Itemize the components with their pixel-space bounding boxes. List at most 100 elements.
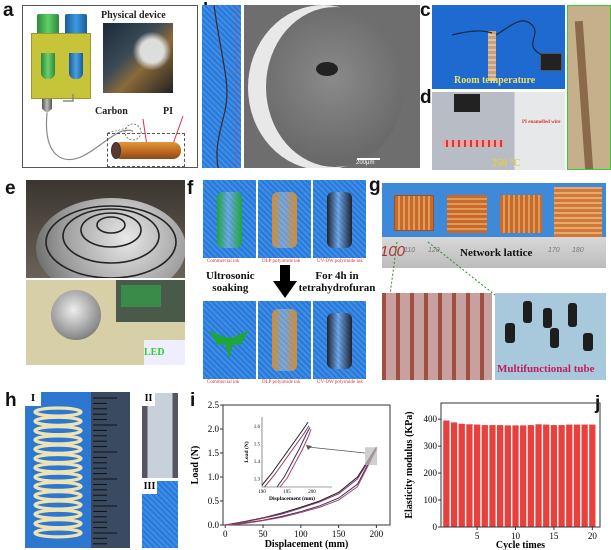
- spring-coil: [33, 424, 83, 437]
- panel-label-i: i: [190, 390, 196, 411]
- spring-coil: [33, 480, 83, 493]
- inset-x-label: Displacement (mm): [269, 495, 315, 502]
- bar: [589, 424, 596, 527]
- inset-y-tick-label: 1.5: [254, 442, 261, 447]
- tube-caption: UV-DW polyimide ink: [317, 259, 363, 264]
- temperature-label: 250 °C: [492, 158, 521, 169]
- bar: [450, 422, 458, 527]
- high-temperature-photo: PI enamelled wire 250 °C: [432, 92, 565, 170]
- x-axis-label: Cycle times: [496, 540, 545, 550]
- coaxial-fiber: [113, 142, 181, 159]
- spring-coil: [33, 406, 83, 418]
- inset-curve: [264, 425, 310, 488]
- lattice-sample-3: [500, 195, 542, 233]
- x-tick-label: 5: [475, 531, 480, 541]
- battery-box: [454, 94, 480, 112]
- y-tick-label: 1.5: [208, 448, 220, 458]
- ruler: [382, 237, 606, 268]
- zoom-dashed-lines: [389, 241, 496, 296]
- tube-caption: Commercial ink: [207, 259, 240, 264]
- y-tick-label: 2.0: [208, 424, 220, 434]
- ruler-tick-label: 110: [404, 247, 416, 254]
- zoom-dotted-box: [107, 133, 185, 167]
- fiber-on-fabric-photo: [202, 5, 241, 168]
- scale-bar-label: 200μm: [356, 160, 375, 166]
- spring-coil: [33, 527, 83, 539]
- panel-a-schematic: Physical device Carbon PI: [22, 5, 198, 168]
- spring-coil: [33, 462, 83, 474]
- tube: [327, 313, 352, 369]
- inset-arrow: [307, 446, 366, 454]
- thf-soaking-label: For 4h in tetrahydrofuran: [292, 270, 382, 294]
- bar: [535, 424, 542, 527]
- text-line: soaking: [212, 282, 249, 294]
- zoom-region-box: [365, 447, 378, 465]
- y-tick-label: 2.5: [208, 400, 220, 410]
- bar: [543, 424, 550, 527]
- spring-coil: [33, 471, 83, 483]
- tube-caption: Commercial ink: [207, 380, 240, 385]
- blue-barrel: [69, 53, 83, 79]
- room-temperature-label: Room temperature: [454, 75, 536, 86]
- pi-enamelled-wire-label: PI enamelled wire: [522, 120, 561, 125]
- panel-label-c: c: [420, 0, 431, 21]
- panel-label-f: f: [187, 178, 194, 199]
- panel-label-a: a: [3, 0, 14, 21]
- spring-coil: [33, 443, 83, 455]
- lattice-sample-1: [394, 195, 434, 231]
- power-supply: [116, 280, 185, 322]
- subpanel-label-III: III: [142, 481, 157, 494]
- load-displacement-chart: 0 50 100 150 200 0.0 0.5 1.0 1.5 2.0 2.5 Displaceme…: [190, 400, 391, 550]
- inset-y-tick-label: 1.6: [254, 425, 261, 430]
- tube: [209, 330, 249, 359]
- black-tube: [543, 308, 552, 328]
- bar: [520, 425, 527, 527]
- lattice-sample-2: [447, 195, 487, 233]
- down-arrow-shaft: [280, 265, 290, 281]
- text-line: Ultrosonic: [206, 270, 255, 282]
- green-syringe: [37, 14, 59, 38]
- small-dome: [51, 290, 101, 340]
- ultrasonic-soaking-label: Ultrosonic soaking: [206, 270, 255, 294]
- printed-spring: [33, 397, 117, 545]
- inset-x-tick-label: 190: [258, 490, 266, 495]
- bar: [581, 424, 588, 527]
- x-tick-label: 100: [294, 529, 308, 539]
- x-tick-label: 200: [370, 529, 384, 539]
- bar: [443, 420, 450, 527]
- tube-photo: [258, 180, 311, 258]
- subpanel-label-II: II: [142, 393, 155, 406]
- plot-frame: [222, 404, 391, 526]
- led-test-photo: LED: [26, 280, 185, 365]
- bar: [481, 425, 488, 527]
- carbon-core-hole: [316, 62, 338, 76]
- physical-device-label: Physical device: [101, 10, 166, 21]
- lattice-sample-4: [554, 187, 602, 237]
- multifunctional-tube-photo: Multifunctional tube: [495, 293, 606, 380]
- tube: [272, 309, 297, 371]
- breadboard: [144, 340, 185, 365]
- black-tube: [523, 301, 532, 323]
- tube-caption: DLP polyimide ink: [262, 380, 301, 385]
- ruler-tick-label: 120: [428, 247, 440, 254]
- inset-y-label: Load (N): [243, 441, 250, 462]
- tube: [272, 192, 297, 248]
- bar: [573, 424, 581, 527]
- multifunctional-tube-label: Multifunctional tube: [497, 363, 595, 375]
- y-tick-label: 200: [424, 468, 438, 478]
- battery-box: [540, 53, 562, 71]
- spring-coil: [33, 518, 83, 530]
- tube-caption: DLP polyimide ink: [262, 259, 301, 264]
- room-temperature-photo: Room temperature: [432, 5, 565, 89]
- black-tube: [550, 328, 559, 348]
- x-tick-label: 150: [332, 529, 346, 539]
- bar: [466, 424, 473, 527]
- inset-x-tick-label: 200: [308, 490, 316, 495]
- arrow-head-icon: [306, 445, 312, 450]
- bar: [496, 425, 504, 527]
- spring-coil: [33, 508, 83, 520]
- pi-label: PI: [163, 106, 173, 117]
- bar: [504, 425, 511, 527]
- tube: [217, 192, 242, 248]
